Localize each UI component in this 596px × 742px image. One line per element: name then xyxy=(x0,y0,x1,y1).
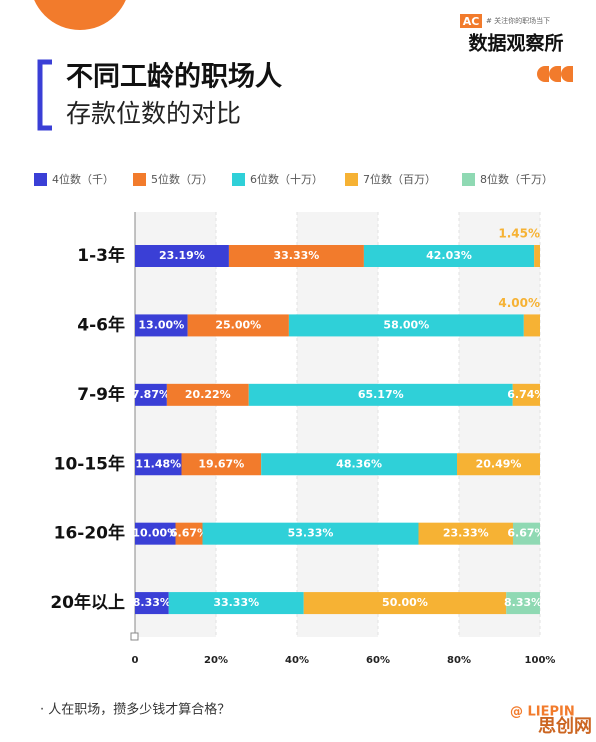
bar-segment xyxy=(457,453,540,476)
legend-swatch xyxy=(34,173,47,186)
x-tick-label: 40% xyxy=(285,655,309,666)
legend-label: 6位数（十万） xyxy=(250,172,323,186)
x-tick-label: 80% xyxy=(447,655,471,666)
bar-segment xyxy=(418,522,513,545)
y-tick-label: 10-15年 xyxy=(54,453,125,474)
legend-swatch xyxy=(133,173,146,186)
value-label: 20.49% xyxy=(476,457,522,470)
bar-segment xyxy=(181,453,262,476)
bar-segment xyxy=(135,245,229,267)
value-label: 8.33% xyxy=(504,596,542,609)
value-label: 48.36% xyxy=(336,457,382,470)
value-label: 33.33% xyxy=(213,596,259,609)
y-tick-label: 1-3年 xyxy=(77,245,125,266)
footer-source: @ LIEPIN xyxy=(510,705,575,720)
value-label: 6.67% xyxy=(507,527,545,540)
bar-segment xyxy=(135,592,169,615)
bar-segment xyxy=(523,314,540,337)
legend-label: 7位数（百万） xyxy=(363,172,436,186)
footer-text: · 人在职场，攒多少钱才算合格？ xyxy=(40,702,230,718)
bar-segment xyxy=(187,314,289,337)
value-label: 23.19% xyxy=(159,249,205,262)
bar-segment xyxy=(175,522,203,545)
value-label: 6.67% xyxy=(170,527,208,540)
decor-pills xyxy=(537,66,573,82)
value-label: 6.74% xyxy=(507,388,545,401)
bar-segment xyxy=(166,383,249,406)
bar-segment xyxy=(506,592,540,615)
legend-swatch xyxy=(345,173,358,186)
y-tick-label: 4-6年 xyxy=(77,314,125,335)
x-tick-label: 100% xyxy=(525,655,556,666)
x-tick-label: 60% xyxy=(366,655,390,666)
bar-segment xyxy=(261,453,458,476)
bar-segment xyxy=(135,314,188,337)
bar-segment xyxy=(303,592,507,615)
value-label: 20.22% xyxy=(185,388,231,401)
logo-box xyxy=(460,14,482,28)
bar-segment xyxy=(534,245,540,267)
value-label: 1.45% xyxy=(498,227,540,241)
bar-segment xyxy=(288,314,524,337)
bar-segment xyxy=(135,383,167,406)
x-tick-label: 20% xyxy=(204,655,228,666)
y-tick-label: 7-9年 xyxy=(77,384,125,405)
value-label: 19.67% xyxy=(198,457,244,470)
value-label: 65.17% xyxy=(358,388,404,401)
value-label: 58.00% xyxy=(383,318,429,331)
bar-segment xyxy=(228,245,364,267)
value-label: 42.03% xyxy=(426,249,472,262)
axis-corner xyxy=(130,632,139,641)
value-label: 13.00% xyxy=(138,318,184,331)
value-label: 10.00% xyxy=(132,527,178,540)
grid-band xyxy=(297,212,378,637)
brand-tag: # 关注你的职场当下 xyxy=(486,16,550,25)
value-label: 33.33% xyxy=(273,249,319,262)
legend-label: 4位数（千） xyxy=(52,172,114,186)
bar-segment xyxy=(135,522,176,545)
bar-segment xyxy=(363,245,535,267)
y-tick-label: 20年以上 xyxy=(50,592,125,613)
legend-swatch xyxy=(232,173,245,186)
bar-segment xyxy=(512,522,540,545)
title-bracket xyxy=(37,59,52,131)
watermark: 思创网 xyxy=(538,715,592,737)
grid-band xyxy=(459,212,540,637)
chart-subtitle: 存款位数的对比 xyxy=(66,99,241,128)
bar-segment xyxy=(168,592,304,615)
value-label: 25.00% xyxy=(215,318,261,331)
legend-swatch xyxy=(462,173,475,186)
value-label: 4.00% xyxy=(498,296,540,310)
bar-segment xyxy=(248,383,513,406)
brand-name: 数据观察所 xyxy=(468,32,563,55)
x-tick-label: 0 xyxy=(132,655,139,666)
value-label: 11.48% xyxy=(135,457,181,470)
chart-title: 不同工龄的职场人 xyxy=(66,61,282,93)
logo: AC xyxy=(463,15,480,28)
value-label: 8.33% xyxy=(133,596,171,609)
value-label: 50.00% xyxy=(382,596,428,609)
legend-label: 5位数（万） xyxy=(151,172,213,186)
value-label: 7.87% xyxy=(132,388,170,401)
value-label: 53.33% xyxy=(288,527,334,540)
decor-circle xyxy=(34,0,126,30)
y-tick-label: 16-20年 xyxy=(54,523,125,544)
bar-segment xyxy=(135,453,182,476)
bar-segment xyxy=(202,522,419,545)
bar-segment xyxy=(512,383,540,406)
grid-band xyxy=(135,212,216,637)
legend-label: 8位数（千万） xyxy=(480,172,553,186)
value-label: 23.33% xyxy=(443,527,489,540)
